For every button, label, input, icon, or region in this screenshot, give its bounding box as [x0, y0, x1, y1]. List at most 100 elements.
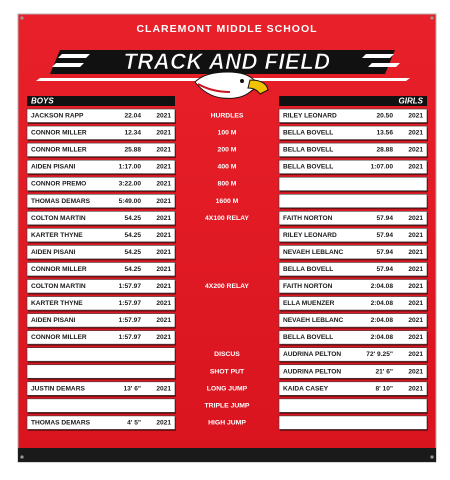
record-year: 2021 — [408, 232, 423, 239]
record-year: 2021 — [156, 215, 171, 222]
record-cell — [26, 279, 176, 294]
athlete-name: KARTER THYNE — [31, 300, 83, 307]
record-mark: 72' 9.25" — [366, 351, 393, 358]
record-mark: 13.56 — [376, 130, 393, 137]
event-name: DISCUS — [214, 351, 240, 358]
record-mark: 2:04.08 — [371, 334, 394, 341]
girls-label: GIRLS — [399, 97, 424, 106]
record-year: 2021 — [408, 317, 423, 324]
record-cell — [278, 262, 428, 277]
record-mark: 54.25 — [124, 266, 141, 273]
event-name: SHOT PUT — [210, 368, 245, 375]
record-mark: 13' 6" — [123, 385, 141, 392]
event-name: HIGH JUMP — [208, 419, 246, 426]
event-name: 200 M — [218, 147, 237, 154]
athlete-name: CONNOR MILLER — [31, 130, 87, 137]
record-year: 2021 — [408, 215, 423, 222]
record-cell — [26, 245, 176, 260]
record-mark: 57.94 — [376, 215, 393, 222]
record-cell — [26, 381, 176, 396]
record-cell — [278, 176, 428, 191]
mount-hole — [430, 16, 434, 20]
record-cell — [278, 142, 428, 157]
record-mark: 25.88 — [124, 147, 141, 154]
record-cell — [26, 142, 176, 157]
athlete-name: BELLA BOVELL — [283, 334, 333, 341]
record-cell — [278, 211, 428, 226]
record-mark: 3:22.00 — [119, 181, 142, 188]
athlete-name: BELLA BOVELL — [283, 130, 333, 137]
record-year: 2021 — [156, 249, 171, 256]
record-cell — [26, 296, 176, 311]
record-cell — [26, 193, 176, 209]
record-mark: 54.25 — [124, 215, 141, 222]
speed-lines — [362, 54, 400, 67]
event-name: HURDLES — [211, 113, 244, 120]
record-cell — [278, 330, 428, 345]
record-year: 2021 — [156, 198, 171, 205]
athlete-name: CONNOR MILLER — [31, 334, 87, 341]
record-mark: 1:57.97 — [119, 283, 142, 290]
record-cell — [278, 159, 428, 174]
girls-header-bar — [279, 96, 427, 106]
event-name: TRIPLE JUMP — [205, 402, 250, 409]
athlete-name: BELLA BOVELL — [283, 164, 333, 171]
event-name: 4X200 RELAY — [205, 283, 249, 290]
record-cell — [26, 228, 176, 243]
record-mark: 2:04.08 — [371, 283, 394, 290]
title-banner — [50, 50, 395, 74]
record-cell — [26, 398, 176, 413]
record-mark: 1:57.97 — [119, 334, 142, 341]
record-mark: 54.25 — [124, 249, 141, 256]
record-cell — [278, 313, 428, 328]
record-mark: 22.04 — [124, 113, 141, 120]
record-year: 2021 — [408, 385, 423, 392]
record-mark: 1:57.97 — [119, 300, 142, 307]
athlete-name: COLTON MARTIN — [31, 283, 86, 290]
record-mark: 20.50 — [376, 113, 393, 120]
record-mark: 1:17.00 — [119, 164, 142, 171]
event-name: 100 M — [218, 130, 237, 137]
athlete-name: ELLA MUENZER — [283, 300, 335, 307]
record-mark: 57.94 — [376, 232, 393, 239]
record-cell — [278, 125, 428, 140]
record-year: 2021 — [156, 283, 171, 290]
record-year: 2021 — [156, 385, 171, 392]
record-cell — [278, 398, 428, 413]
record-cell — [278, 364, 428, 379]
athlete-name: FAITH NORTON — [283, 215, 333, 222]
athlete-name: BELLA BOVELL — [283, 147, 333, 154]
record-cell — [26, 125, 176, 140]
record-cell — [26, 108, 176, 123]
eagle-mascot — [194, 71, 269, 99]
record-year: 2021 — [156, 130, 171, 137]
athlete-name: CONNOR MILLER — [31, 266, 87, 273]
boys-label: BOYS — [31, 97, 54, 106]
record-year: 2021 — [408, 283, 423, 290]
record-mark: 54.25 — [124, 232, 141, 239]
record-cell — [278, 415, 428, 430]
record-year: 2021 — [408, 130, 423, 137]
record-year: 2021 — [408, 266, 423, 273]
mount-hole — [430, 455, 434, 459]
athlete-name: AIDEN PISANI — [31, 317, 75, 324]
record-cell — [278, 245, 428, 260]
record-cell — [278, 228, 428, 243]
record-cell — [26, 313, 176, 328]
athlete-name: FAITH NORTON — [283, 283, 333, 290]
athlete-name: COLTON MARTIN — [31, 215, 86, 222]
athlete-name: KARTER THYNE — [31, 232, 83, 239]
record-cell — [26, 176, 176, 191]
athlete-name: BELLA BOVELL — [283, 266, 333, 273]
record-cell — [26, 159, 176, 174]
record-mark: 57.94 — [376, 266, 393, 273]
record-year: 2021 — [408, 351, 423, 358]
athlete-name: CONNOR MILLER — [31, 147, 87, 154]
record-cell — [26, 330, 176, 345]
record-year: 2021 — [156, 300, 171, 307]
record-year: 2021 — [156, 334, 171, 341]
athlete-name: THOMAS DEMARS — [31, 198, 91, 205]
record-mark: 28.88 — [376, 147, 393, 154]
athlete-name: RILEY LEONARD — [283, 232, 337, 239]
